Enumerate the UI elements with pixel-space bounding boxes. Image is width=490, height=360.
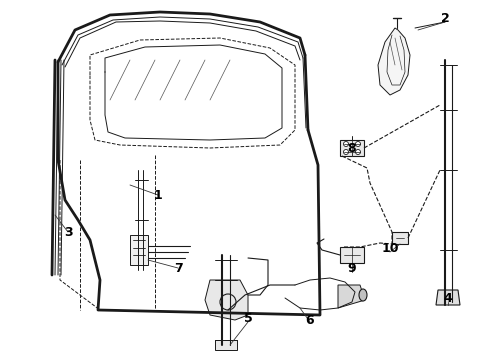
Text: 8: 8 [348, 141, 356, 154]
Polygon shape [378, 28, 410, 95]
Polygon shape [340, 140, 364, 156]
Circle shape [343, 149, 348, 154]
Text: 10: 10 [381, 242, 399, 255]
Text: 9: 9 [348, 261, 356, 274]
Text: 6: 6 [306, 314, 314, 327]
Text: 7: 7 [173, 261, 182, 274]
Circle shape [343, 141, 348, 147]
Polygon shape [130, 235, 148, 265]
Text: 5: 5 [244, 311, 252, 324]
Text: 1: 1 [154, 189, 162, 202]
Text: 3: 3 [64, 225, 73, 239]
Polygon shape [436, 290, 460, 305]
Circle shape [356, 141, 361, 147]
Text: 2: 2 [441, 12, 449, 24]
Polygon shape [340, 247, 364, 263]
Text: 4: 4 [443, 292, 452, 305]
Polygon shape [392, 232, 408, 244]
Polygon shape [215, 340, 237, 350]
Polygon shape [338, 285, 365, 308]
Polygon shape [205, 280, 248, 320]
Circle shape [356, 149, 361, 154]
Ellipse shape [359, 289, 367, 301]
